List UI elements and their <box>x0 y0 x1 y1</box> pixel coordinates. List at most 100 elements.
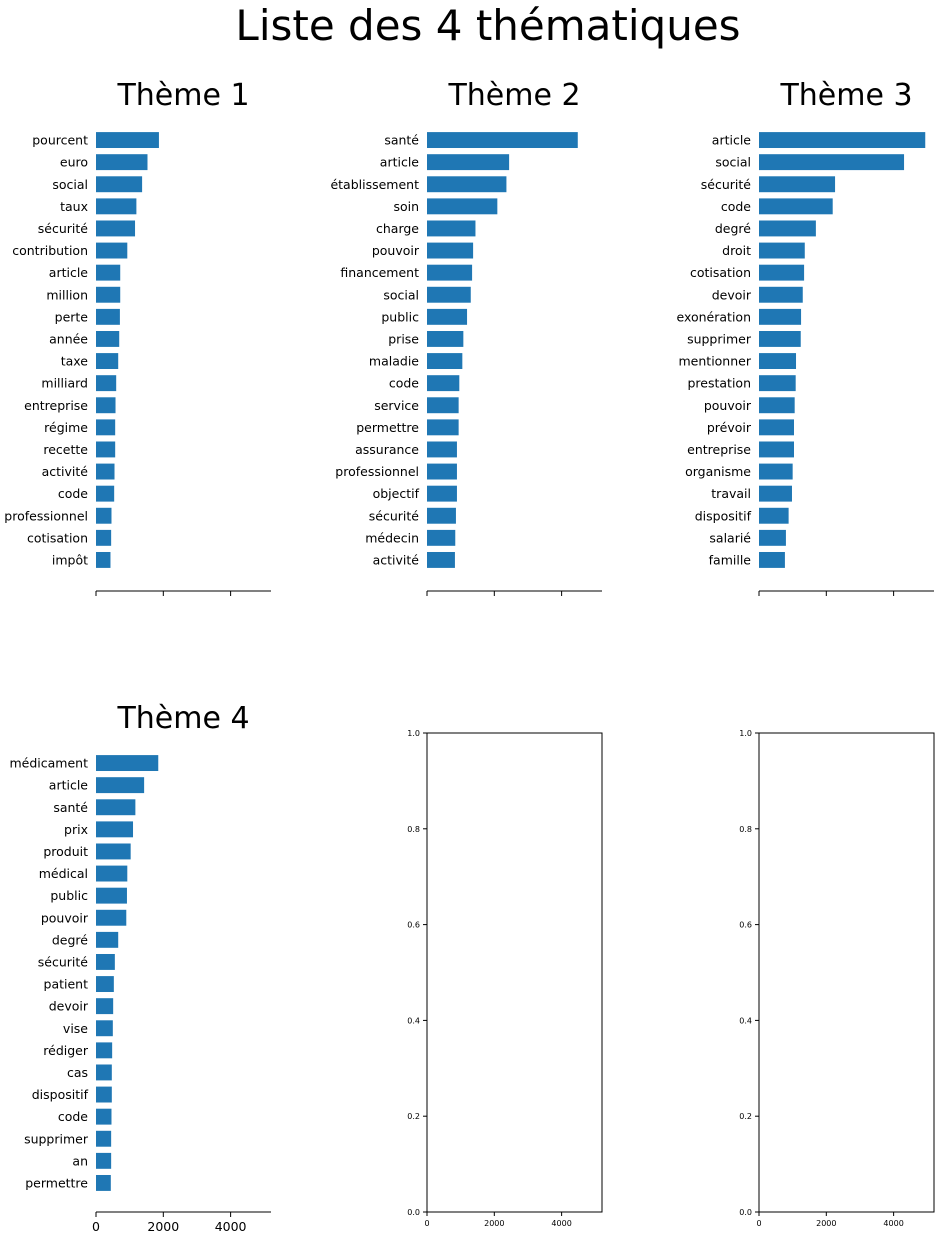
category-label: prestation <box>687 376 751 391</box>
x-tick-label: 0 <box>756 1219 761 1228</box>
category-label: service <box>374 398 419 413</box>
bar <box>96 463 115 480</box>
category-label: prix <box>64 822 88 837</box>
category-label: code <box>389 376 419 391</box>
bar <box>96 485 115 502</box>
subplot-6: 0.0 0.2 0.4 0.6 0.8 1.0 0 2000 4000 <box>739 729 935 1228</box>
bar <box>96 777 145 794</box>
category-label: activité <box>42 464 89 479</box>
category-label: permettre <box>25 1175 88 1190</box>
bar <box>759 529 786 546</box>
category-label: santé <box>384 133 419 148</box>
subplot-title: Thème 4 <box>116 701 249 736</box>
category-label: exonération <box>677 309 752 324</box>
bar <box>96 799 136 816</box>
category-label: cotisation <box>690 265 751 280</box>
bar <box>96 132 159 149</box>
bar <box>96 308 120 325</box>
bar <box>759 176 836 193</box>
category-label: impôt <box>52 552 88 567</box>
bar <box>759 198 833 215</box>
y-tick-label: 0.4 <box>407 1016 420 1025</box>
bar <box>759 308 802 325</box>
bar <box>96 1174 111 1191</box>
y-tick-label: 0.4 <box>739 1016 752 1025</box>
bar <box>759 154 905 171</box>
category-label: degré <box>715 221 751 236</box>
bar <box>427 419 459 436</box>
bar <box>96 1086 112 1103</box>
category-label: perte <box>55 309 89 324</box>
subplot-title: Thème 3 <box>779 78 912 113</box>
category-label: taxe <box>61 354 89 369</box>
bar <box>96 976 114 993</box>
category-label: recette <box>43 442 88 457</box>
category-label: dispositif <box>695 508 752 523</box>
category-label: permettre <box>356 420 419 435</box>
bar <box>96 176 143 193</box>
bar <box>96 507 112 524</box>
bar <box>759 286 803 303</box>
category-label: patient <box>44 977 89 992</box>
subplot-3: Thème 3 article social sécurité code degré dro… <box>677 78 934 596</box>
bar <box>96 755 159 772</box>
subplot-2: Thème 2 santé article établissement soin char… <box>330 78 602 596</box>
category-label: cotisation <box>27 530 88 545</box>
bar <box>96 1064 112 1081</box>
bar <box>96 264 121 281</box>
x-tick-label: 0 <box>424 1219 429 1228</box>
bar <box>427 529 456 546</box>
bar <box>427 375 460 392</box>
bar <box>96 330 120 347</box>
category-label: santé <box>53 800 88 815</box>
bar <box>759 397 795 414</box>
bar <box>427 132 578 149</box>
bar <box>759 330 801 347</box>
y-tick-label: 1.0 <box>407 729 420 738</box>
bar <box>96 529 112 546</box>
x-tick-label: 2000 <box>147 1219 179 1234</box>
bar <box>427 264 473 281</box>
category-label: milliard <box>41 376 88 391</box>
category-label: social <box>715 155 751 170</box>
category-label: professionnel <box>335 464 419 479</box>
category-label: degré <box>52 932 88 947</box>
category-label: produit <box>43 844 88 859</box>
category-label: activité <box>373 552 420 567</box>
category-label: prise <box>388 331 419 346</box>
bar <box>759 264 805 281</box>
category-label: million <box>46 287 88 302</box>
bar <box>427 330 464 347</box>
bar <box>96 1152 112 1169</box>
bar <box>96 909 127 926</box>
category-label: famille <box>709 552 752 567</box>
category-label: droit <box>722 243 751 258</box>
y-tick-label: 0.6 <box>407 921 420 930</box>
bar <box>96 1020 113 1037</box>
category-label: pouvoir <box>41 910 89 925</box>
bar <box>427 551 455 568</box>
category-label: établissement <box>330 177 419 192</box>
category-label: devoir <box>49 999 89 1014</box>
y-tick-label: 0.8 <box>407 825 420 834</box>
category-label: régime <box>44 420 88 435</box>
category-label: mentionner <box>679 354 752 369</box>
bar <box>427 353 463 370</box>
axes-frame <box>758 732 935 1213</box>
bar <box>96 1130 112 1147</box>
category-label: sécurité <box>701 177 752 192</box>
category-label: sécurité <box>38 954 89 969</box>
bar <box>96 551 111 568</box>
x-tick-label: 2000 <box>816 1219 836 1228</box>
bar <box>96 397 116 414</box>
bar <box>759 507 789 524</box>
category-label: social <box>52 177 88 192</box>
category-label: supprimer <box>687 331 752 346</box>
category-label: financement <box>340 265 419 280</box>
category-label: code <box>721 199 751 214</box>
category-label: article <box>712 133 752 148</box>
y-tick-label: 0.2 <box>407 1112 420 1121</box>
bar <box>759 132 926 149</box>
bar <box>427 220 476 237</box>
x-tick-label: 4000 <box>215 1219 247 1234</box>
